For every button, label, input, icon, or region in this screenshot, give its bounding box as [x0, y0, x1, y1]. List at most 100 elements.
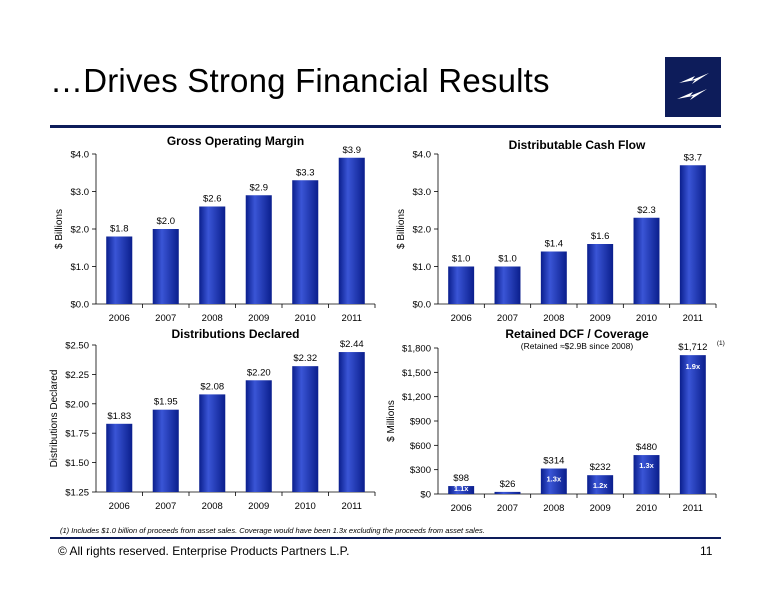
dist-y-axis-label: Distributions Declared [49, 370, 60, 468]
copyright-footer: © All rights reserved. Enterprise Produc… [58, 544, 350, 558]
dcf-y-tick-label: $1.0 [413, 262, 432, 273]
ret-data-label: $314 [543, 456, 564, 467]
dcf-bar [448, 266, 475, 304]
dcf-data-label: $2.3 [637, 205, 656, 216]
ret-y-tick-label: $1,200 [402, 392, 431, 403]
ret-data-label: $232 [590, 462, 611, 473]
footnote-text: (1) Includes $1.0 billion of proceeds fr… [60, 526, 485, 535]
dist-y-tick-label: $1.75 [65, 429, 89, 440]
ret-y-tick-label: $600 [410, 441, 431, 452]
dcf-y-tick-label: $4.0 [413, 150, 432, 161]
dist-y-tick-label: $2.50 [65, 341, 89, 352]
dcf-y-axis-label: $ Billions [396, 209, 407, 249]
ret-chart-subtitle: (Retained ≈$2.9B since 2008) [521, 341, 634, 351]
ret-x-tick-label: 2008 [543, 503, 564, 514]
ret-x-tick-label: 2010 [636, 503, 657, 514]
dist-y-tick-label: $2.00 [65, 399, 89, 410]
dist-x-tick-label: 2009 [248, 501, 269, 512]
gom-x-tick-label: 2007 [155, 313, 176, 324]
dcf-data-label: $1.4 [545, 239, 564, 250]
ret-y-tick-label: $300 [410, 465, 431, 476]
dcf-x-tick-label: 2010 [636, 313, 657, 324]
ret-coverage-label: 1.2x [593, 481, 608, 490]
dcf-y-tick-label: $0.0 [413, 300, 432, 311]
company-logo [665, 57, 721, 117]
dist-bar [199, 394, 226, 492]
gom-x-tick-label: 2011 [342, 313, 362, 324]
gom-data-label: $2.6 [203, 194, 222, 205]
gom-bar [106, 236, 133, 304]
gom-bar [245, 195, 272, 304]
dcf-chart-title: Distributable Cash Flow [509, 138, 646, 152]
dist-data-label: $1.95 [154, 397, 178, 408]
dcf-data-label: $1.0 [452, 254, 471, 265]
gom-x-tick-label: 2006 [109, 313, 130, 324]
gom-data-label: $3.3 [296, 167, 315, 178]
dist-bar [338, 352, 365, 492]
dcf-bar [587, 244, 614, 304]
ret-bar [587, 475, 614, 494]
ret-x-tick-label: 2011 [683, 503, 703, 514]
dcf-y-tick-label: $3.0 [413, 187, 432, 198]
dist-data-label: $1.83 [107, 411, 131, 422]
dcf-x-tick-label: 2006 [451, 313, 472, 324]
gom-y-tick-label: $2.0 [71, 225, 90, 236]
ret-y-tick-label: $1,500 [402, 368, 431, 379]
dist-data-label: $2.20 [247, 367, 271, 378]
ret-bar [679, 355, 706, 494]
ret-y-axis-label: $ Millions [386, 400, 397, 442]
dist-bar [245, 380, 272, 492]
ret-data-label: $26 [500, 479, 516, 490]
dcf-bar [633, 217, 660, 304]
gom-chart-title: Gross Operating Margin [167, 134, 304, 148]
gom-data-label: $2.9 [250, 182, 269, 193]
dcf-data-label: $1.6 [591, 231, 610, 242]
dcf-bar [540, 251, 567, 304]
gom-data-label: $2.0 [157, 216, 176, 227]
ret-chart-title: Retained DCF / Coverage [505, 327, 649, 341]
gom-bar [338, 157, 365, 304]
ret-coverage-label: 1.9x [686, 362, 701, 371]
gom-y-tick-label: $1.0 [71, 262, 90, 273]
dcf-x-tick-label: 2008 [543, 313, 564, 324]
ret-bar [494, 491, 521, 494]
dist-x-tick-label: 2007 [155, 501, 176, 512]
gom-y-tick-label: $4.0 [71, 150, 90, 161]
dcf-bar [494, 266, 521, 304]
dist-data-label: $2.08 [200, 381, 224, 392]
dcf-data-label: $1.0 [498, 254, 517, 265]
dist-x-tick-label: 2006 [109, 501, 130, 512]
ret-x-tick-label: 2007 [497, 503, 518, 514]
ret-data-label: $98 [453, 473, 469, 484]
gom-bar [199, 206, 226, 304]
gom-y-tick-label: $3.0 [71, 187, 90, 198]
gom-bar [152, 229, 179, 304]
dist-data-label: $2.44 [340, 339, 364, 350]
dist-x-tick-label: 2011 [342, 501, 362, 512]
ret-bar [540, 468, 567, 494]
dcf-data-label: $3.7 [684, 152, 703, 163]
gom-y-tick-label: $0.0 [71, 300, 90, 311]
ret-bar [448, 486, 475, 494]
ret-coverage-label: 1.3x [547, 475, 562, 484]
dist-bar [152, 409, 179, 492]
footer-rule [50, 537, 721, 539]
gom-x-tick-label: 2010 [295, 313, 316, 324]
ret-y-tick-label: $1,800 [402, 344, 431, 355]
ret-coverage-label: 1.3x [639, 461, 654, 470]
ret-data-label: $480 [636, 442, 657, 453]
ret-x-tick-label: 2006 [451, 503, 472, 514]
ret-data-label: $1,712 [678, 342, 707, 353]
gom-data-label: $3.9 [343, 145, 362, 156]
dcf-x-tick-label: 2011 [683, 313, 703, 324]
footnote: (1) Includes $1.0 billion of proceeds fr… [60, 526, 485, 535]
dist-x-tick-label: 2010 [295, 501, 316, 512]
dist-chart-title: Distributions Declared [171, 327, 299, 341]
ret-x-tick-label: 2009 [590, 503, 611, 514]
dcf-bar [679, 165, 706, 304]
dist-bar [106, 423, 133, 492]
gom-x-tick-label: 2008 [202, 313, 223, 324]
dist-bar [292, 366, 319, 492]
dcf-x-tick-label: 2007 [497, 313, 518, 324]
header-rule [50, 125, 721, 128]
